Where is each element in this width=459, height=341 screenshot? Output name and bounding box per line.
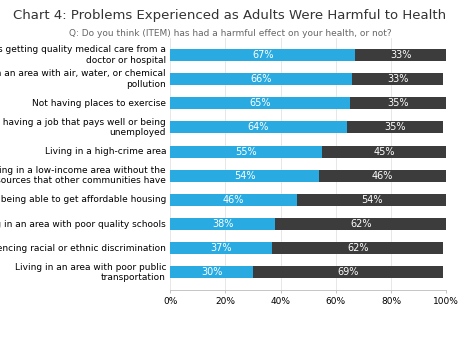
Bar [272, 242, 442, 254]
Bar [252, 266, 442, 278]
Bar [170, 146, 321, 158]
Bar [346, 121, 442, 133]
Text: 33%: 33% [386, 74, 408, 84]
Text: 46%: 46% [371, 171, 392, 181]
Bar [170, 218, 274, 230]
Bar [170, 266, 252, 278]
Bar [170, 97, 349, 109]
Text: 30%: 30% [201, 267, 222, 277]
Bar [274, 218, 445, 230]
Text: 45%: 45% [373, 147, 394, 157]
Text: 55%: 55% [235, 147, 257, 157]
Text: 65%: 65% [249, 98, 270, 108]
Bar [170, 121, 346, 133]
Text: 35%: 35% [386, 98, 408, 108]
Text: 54%: 54% [360, 195, 381, 205]
Text: 33%: 33% [389, 50, 410, 60]
Bar [354, 49, 445, 61]
Text: 69%: 69% [337, 267, 358, 277]
Text: 64%: 64% [247, 122, 269, 132]
Bar [321, 146, 445, 158]
Bar [170, 194, 297, 206]
Text: Q: Do you think (ITEM) has had a harmful effect on your health, or not?: Q: Do you think (ITEM) has had a harmful… [68, 29, 391, 38]
Text: 35%: 35% [384, 122, 405, 132]
Bar [349, 97, 445, 109]
Text: 62%: 62% [349, 219, 370, 229]
Bar [170, 73, 352, 85]
Text: 62%: 62% [347, 243, 368, 253]
Text: 37%: 37% [210, 243, 231, 253]
Bar [170, 242, 272, 254]
Text: 38%: 38% [212, 219, 233, 229]
Bar [297, 194, 445, 206]
Text: 67%: 67% [252, 50, 273, 60]
Bar [170, 170, 319, 182]
Bar [170, 49, 354, 61]
Text: 46%: 46% [223, 195, 244, 205]
Text: 54%: 54% [234, 171, 255, 181]
Text: 66%: 66% [250, 74, 271, 84]
Bar [319, 170, 445, 182]
Text: Chart 4: Problems Experienced as Adults Were Harmful to Health: Chart 4: Problems Experienced as Adults … [13, 9, 446, 21]
Bar [352, 73, 442, 85]
